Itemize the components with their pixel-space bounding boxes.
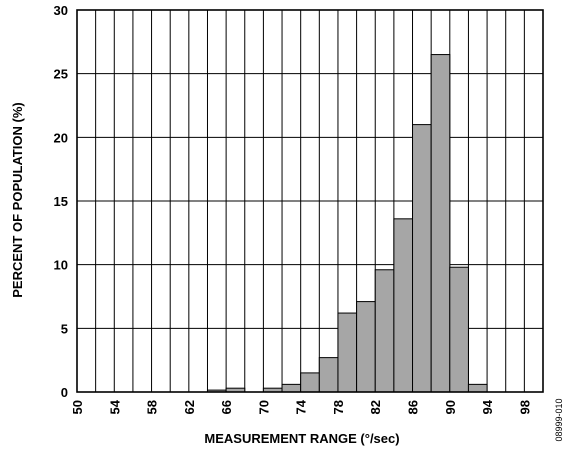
x-tick-label: 98 [517,400,532,414]
y-tick-label: 20 [54,130,68,145]
histogram-bar [337,312,358,393]
x-tick-label: 54 [107,399,122,414]
histogram-bar [412,124,432,393]
bars [206,54,488,393]
y-tick-label: 30 [54,3,68,18]
y-tick-labels: 0 5 10 15 20 25 30 [54,3,68,400]
y-tick-label: 15 [54,194,68,209]
y-tick-label: 10 [54,258,68,273]
x-tick-label: 50 [70,400,85,414]
y-tick-label: 0 [61,385,68,400]
x-tick-label: 78 [331,400,346,414]
x-tick-label: 70 [256,400,271,414]
x-tick-label: 66 [219,400,234,414]
x-tick-label: 86 [406,400,421,414]
x-tick-label: 58 [145,400,160,414]
histogram-bar [430,54,451,393]
x-tick-labels: 50 54 58 62 66 70 74 78 82 86 90 94 98 [70,399,532,414]
histogram-bar [281,383,302,393]
histogram-bar [374,269,395,393]
grid [77,10,543,392]
plot-frame [76,9,544,393]
x-tick-label: 94 [480,399,495,414]
y-tick-label: 5 [61,321,68,336]
y-tick-label: 25 [54,67,68,82]
x-tick-label: 90 [443,400,458,414]
figure-code: 08999-010 [554,398,564,441]
x-tick-label: 74 [294,399,309,414]
histogram-bar [356,301,376,393]
histogram-bar [449,266,469,393]
histogram-bar [318,357,339,393]
x-axis-title: MEASUREMENT RANGE (°/sec) [204,431,399,446]
y-axis-title: PERCENT OF POPULATION (%) [10,102,25,297]
x-tick-label: 62 [182,400,197,414]
x-tick-label: 82 [368,400,383,414]
histogram-bar [393,218,414,393]
histogram-bar [300,372,320,393]
histogram-bar [467,383,488,393]
